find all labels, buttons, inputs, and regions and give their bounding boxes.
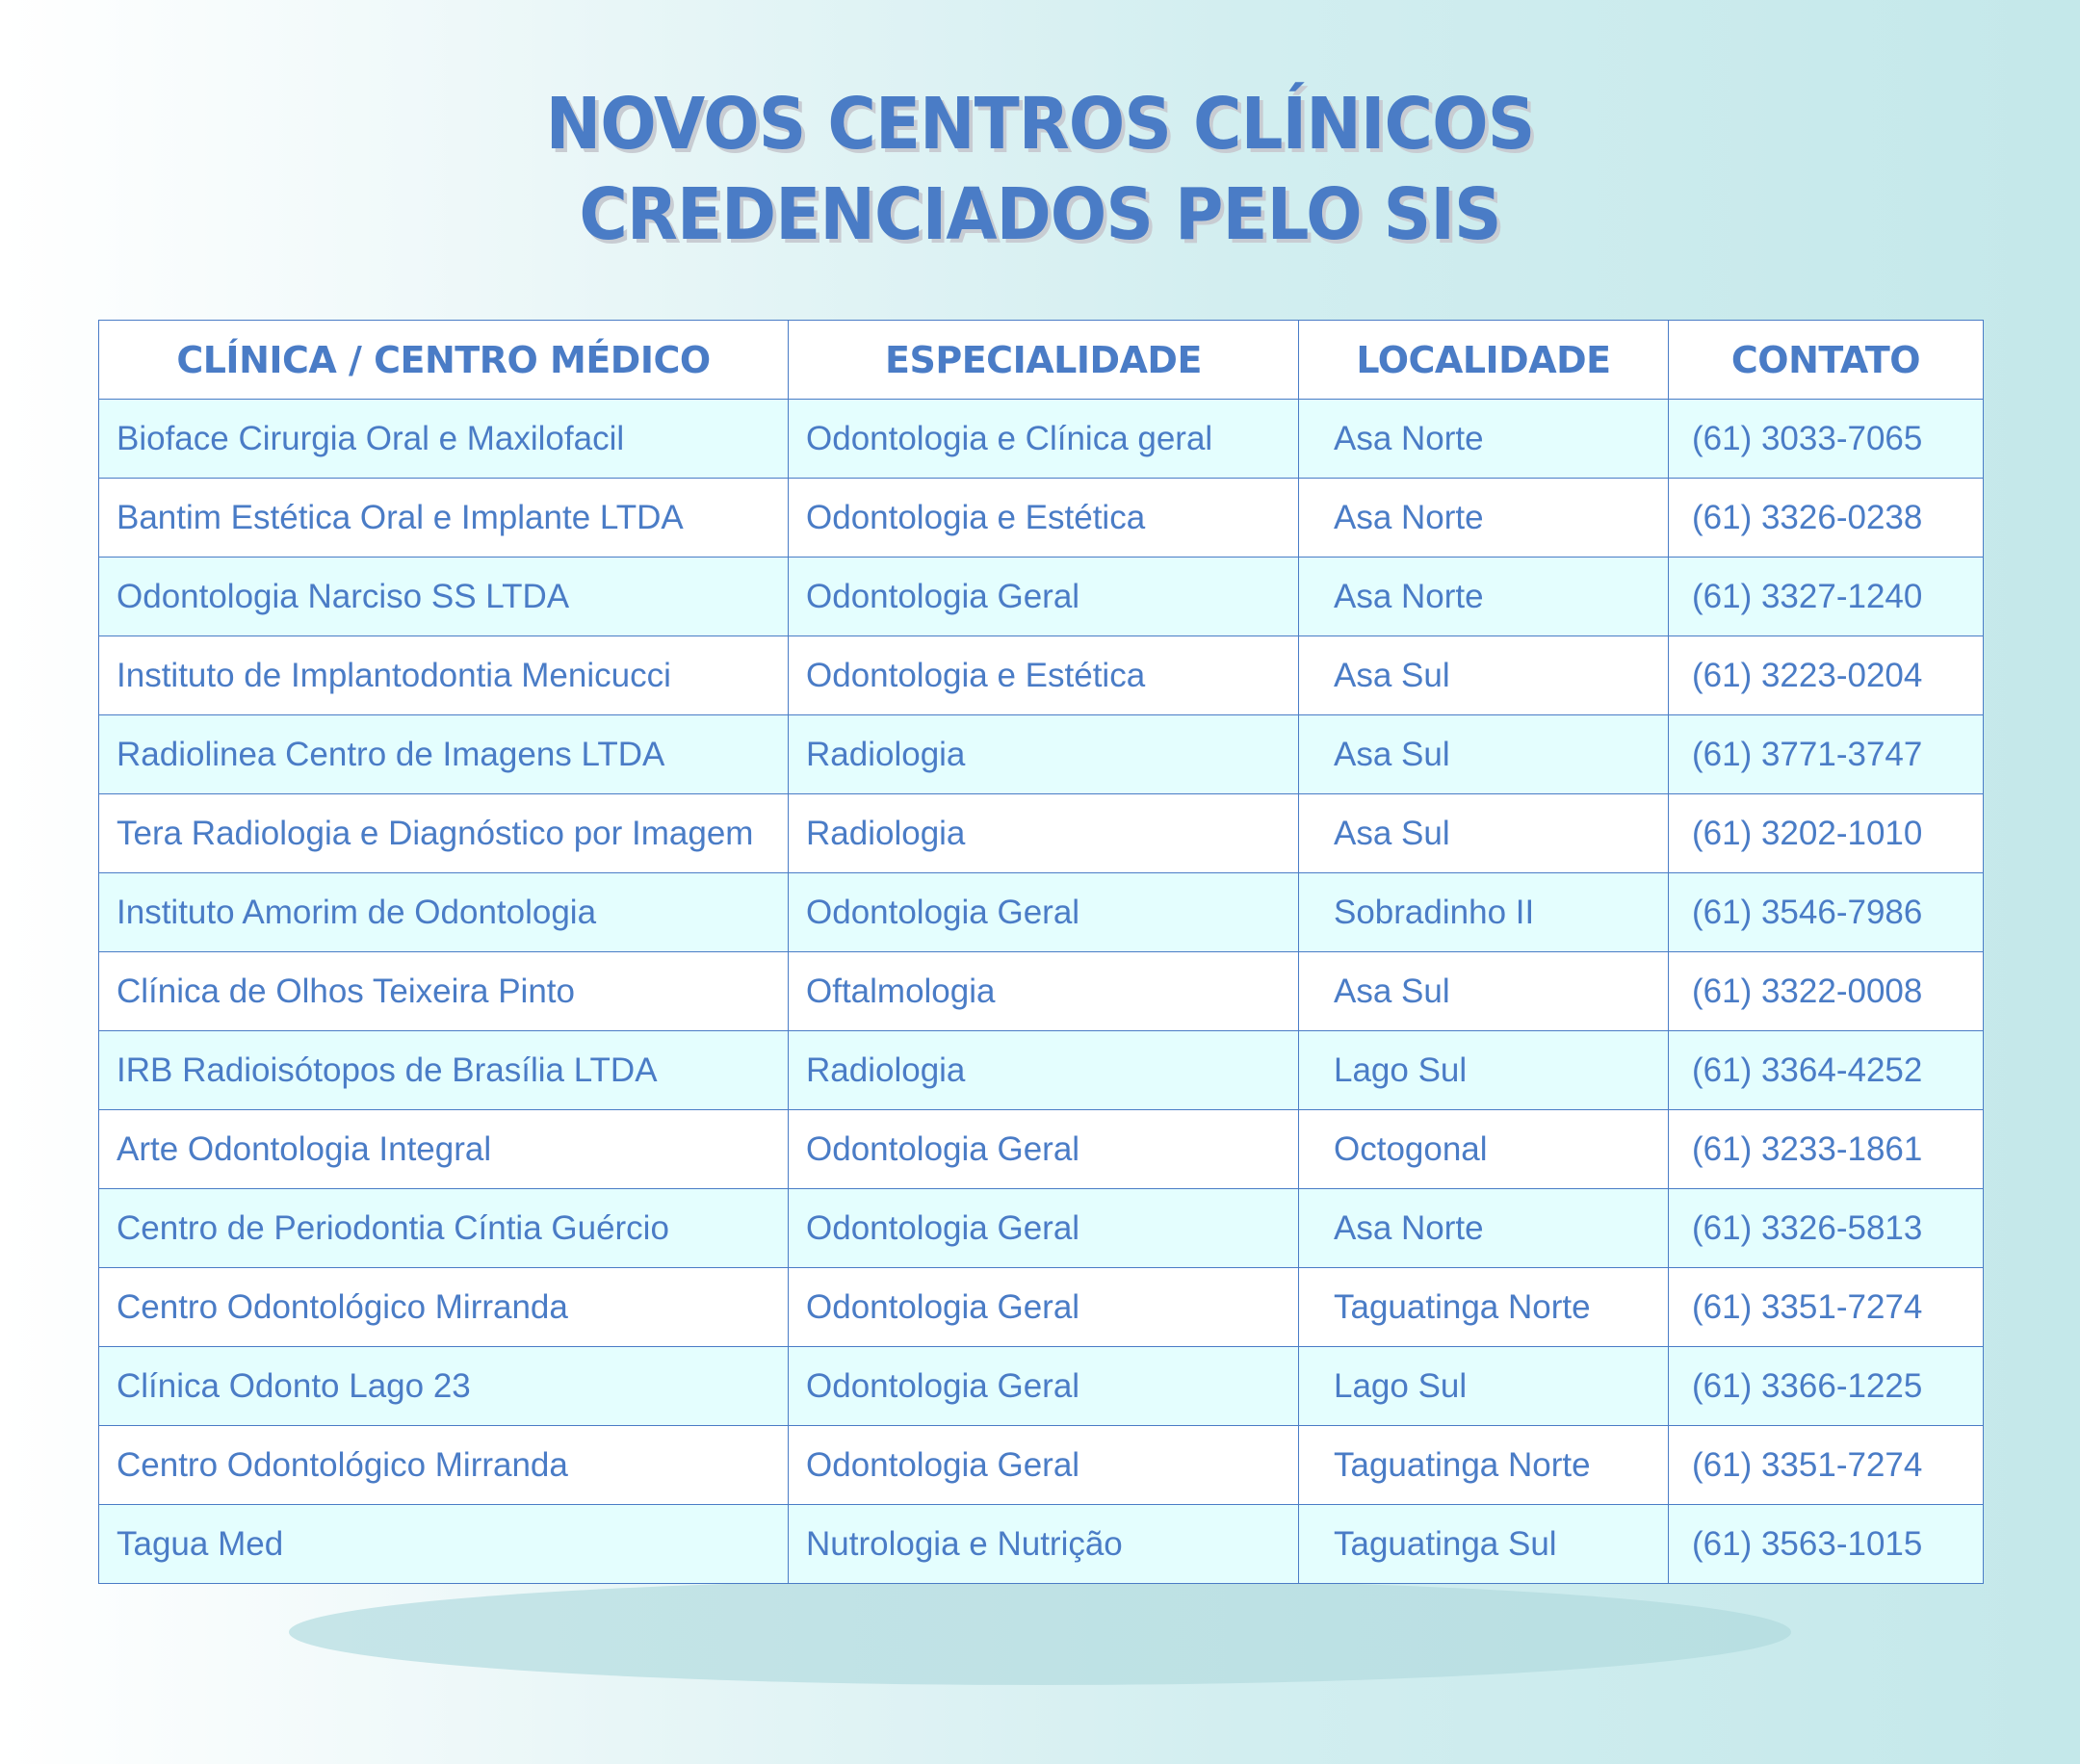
title-line-2: CREDENCIADOS PELO SIS [579,173,1501,256]
cell-localidade: Taguatinga Norte [1298,1425,1669,1505]
cell-clinica: Radiolinea Centro de Imagens LTDA [98,714,789,794]
cell-clinica: Centro Odontológico Mirranda [98,1425,789,1505]
cell-especialidade: Odontologia Geral [788,1346,1299,1426]
cell-clinica: Odontologia Narciso SS LTDA [98,557,789,636]
table-body: Bioface Cirurgia Oral e Maxilofacil Odont… [98,399,1984,1584]
cell-especialidade: Nutrologia e Nutrição [788,1504,1299,1584]
cell-contato: (61) 3364-4252 [1668,1030,1984,1110]
cell-especialidade: Radiologia [788,714,1299,794]
cell-especialidade: Odontologia e Estética [788,478,1299,558]
cell-clinica: Centro de Periodontia Cíntia Guércio [98,1188,789,1268]
cell-contato: (61) 3033-7065 [1668,399,1984,479]
cell-especialidade: Odontologia e Clínica geral [788,399,1299,479]
page-title: NOVOS CENTROS CLÍNICOS CREDENCIADOS PELO… [73,79,2008,260]
cell-contato: (61) 3366-1225 [1668,1346,1984,1426]
header-localidade: LOCALIDADE [1298,320,1669,400]
table-row: Arte Odontologia Integral Odontologia Ger… [98,1109,1984,1189]
table-row: IRB Radioisótopos de Brasília LTDA Radiol… [98,1030,1984,1110]
table-row: Instituto Amorim de Odontologia Odontolog… [98,872,1984,952]
cell-especialidade: Radiologia [788,1030,1299,1110]
cell-localidade: Lago Sul [1298,1346,1669,1426]
cell-clinica: Clínica Odonto Lago 23 [98,1346,789,1426]
cell-localidade: Taguatinga Sul [1298,1504,1669,1584]
cell-localidade: Asa Norte [1298,478,1669,558]
cell-localidade: Asa Norte [1298,1188,1669,1268]
cell-localidade: Asa Norte [1298,557,1669,636]
clinics-table: CLÍNICA / CENTRO MÉDICO ESPECIALIDADE LO… [98,320,1984,1584]
table-row: Odontologia Narciso SS LTDA Odontologia G… [98,557,1984,636]
cell-especialidade: Odontologia Geral [788,1267,1299,1347]
cell-localidade: Sobradinho II [1298,872,1669,952]
cell-contato: (61) 3326-0238 [1668,478,1984,558]
cell-contato: (61) 3326-5813 [1668,1188,1984,1268]
header-especialidade: ESPECIALIDADE [788,320,1299,400]
cell-especialidade: Odontologia Geral [788,1188,1299,1268]
table-row: Instituto de Implantodontia Menicucci Odo… [98,636,1984,715]
cell-clinica: Instituto Amorim de Odontologia [98,872,789,952]
cell-especialidade: Oftalmologia [788,951,1299,1031]
cell-localidade: Asa Norte [1298,399,1669,479]
cell-clinica: IRB Radioisótopos de Brasília LTDA [98,1030,789,1110]
header-contato: CONTATO [1668,320,1984,400]
table-row: Tera Radiologia e Diagnóstico por Imagem… [98,793,1984,873]
table-row: Clínica de Olhos Teixeira Pinto Oftalmolo… [98,951,1984,1031]
cell-especialidade: Odontologia Geral [788,1109,1299,1189]
cell-localidade: Asa Sul [1298,714,1669,794]
cell-clinica: Bioface Cirurgia Oral e Maxilofacil [98,399,789,479]
cell-localidade: Lago Sul [1298,1030,1669,1110]
cell-localidade: Taguatinga Norte [1298,1267,1669,1347]
cell-clinica: Bantim Estética Oral e Implante LTDA [98,478,789,558]
cell-especialidade: Odontologia Geral [788,872,1299,952]
cell-clinica: Centro Odontológico Mirranda [98,1267,789,1347]
table-row: Centro Odontológico Mirranda Odontologia … [98,1425,1984,1505]
table-header-row: CLÍNICA / CENTRO MÉDICO ESPECIALIDADE LO… [98,320,1984,400]
cell-especialidade: Odontologia e Estética [788,636,1299,715]
table-row: Tagua Med Nutrologia e Nutrição Taguatinga… [98,1504,1984,1584]
cell-contato: (61) 3546-7986 [1668,872,1984,952]
cell-localidade: Asa Sul [1298,951,1669,1031]
table-row: Bantim Estética Oral e Implante LTDA Odon… [98,478,1984,558]
header-clinica: CLÍNICA / CENTRO MÉDICO [98,320,789,400]
cell-contato: (61) 3233-1861 [1668,1109,1984,1189]
cell-contato: (61) 3202-1010 [1668,793,1984,873]
cell-contato: (61) 3771-3747 [1668,714,1984,794]
cell-especialidade: Radiologia [788,793,1299,873]
cell-especialidade: Odontologia Geral [788,557,1299,636]
cell-especialidade: Odontologia Geral [788,1425,1299,1505]
cell-clinica: Tagua Med [98,1504,789,1584]
cell-contato: (61) 3327-1240 [1668,557,1984,636]
cell-localidade: Octogonal [1298,1109,1669,1189]
table-row: Bioface Cirurgia Oral e Maxilofacil Odont… [98,399,1984,479]
cell-clinica: Tera Radiologia e Diagnóstico por Imagem [98,793,789,873]
table-shadow-decoration [289,1579,1791,1685]
cell-clinica: Clínica de Olhos Teixeira Pinto [98,951,789,1031]
cell-contato: (61) 3223-0204 [1668,636,1984,715]
title-line-1: NOVOS CENTROS CLÍNICOS [545,83,1536,166]
table-row: Centro de Periodontia Cíntia Guércio Odon… [98,1188,1984,1268]
cell-contato: (61) 3563-1015 [1668,1504,1984,1584]
cell-localidade: Asa Sul [1298,793,1669,873]
table-row: Radiolinea Centro de Imagens LTDA Radiolo… [98,714,1984,794]
cell-localidade: Asa Sul [1298,636,1669,715]
cell-clinica: Instituto de Implantodontia Menicucci [98,636,789,715]
cell-contato: (61) 3351-7274 [1668,1425,1984,1505]
table-row: Clínica Odonto Lago 23 Odontologia Geral L… [98,1346,1984,1426]
table-row: Centro Odontológico Mirranda Odontologia … [98,1267,1984,1347]
cell-contato: (61) 3351-7274 [1668,1267,1984,1347]
cell-contato: (61) 3322-0008 [1668,951,1984,1031]
cell-clinica: Arte Odontologia Integral [98,1109,789,1189]
